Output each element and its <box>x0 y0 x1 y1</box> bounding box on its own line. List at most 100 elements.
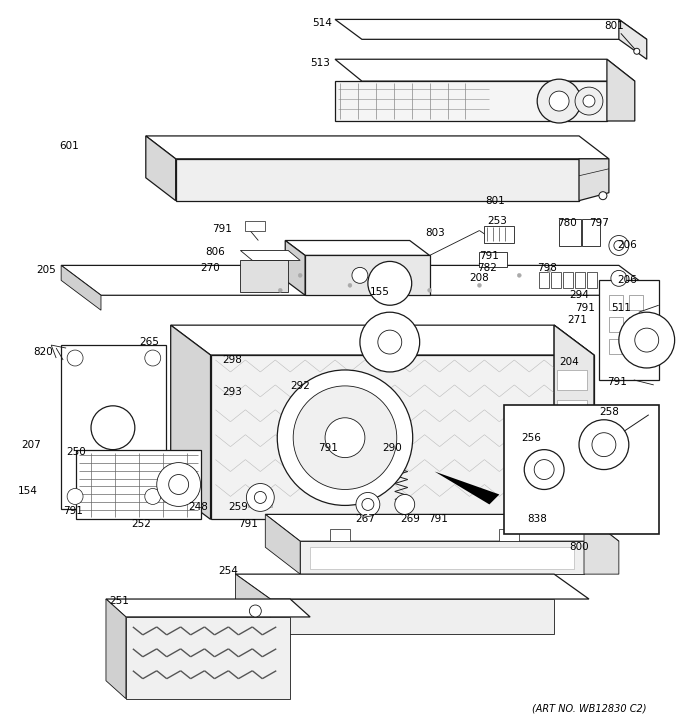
Text: 298: 298 <box>222 355 242 365</box>
Circle shape <box>599 191 607 199</box>
Text: 155: 155 <box>370 287 390 297</box>
Text: 208: 208 <box>469 273 489 283</box>
Text: 798: 798 <box>537 263 557 273</box>
Circle shape <box>477 283 481 287</box>
Polygon shape <box>235 574 270 634</box>
Bar <box>551 273 561 289</box>
Polygon shape <box>211 355 594 519</box>
Text: 267: 267 <box>355 514 375 524</box>
Text: 270: 270 <box>201 263 220 273</box>
Bar <box>575 273 585 289</box>
Circle shape <box>145 350 160 366</box>
Circle shape <box>91 406 135 450</box>
Polygon shape <box>126 617 290 699</box>
Polygon shape <box>607 59 635 121</box>
Circle shape <box>278 289 282 292</box>
Circle shape <box>549 91 569 111</box>
Bar <box>582 219 600 246</box>
Text: 803: 803 <box>425 228 445 238</box>
Polygon shape <box>335 20 647 39</box>
Circle shape <box>298 273 302 278</box>
Text: 207: 207 <box>22 439 41 450</box>
Text: 791: 791 <box>318 443 338 452</box>
Circle shape <box>537 79 581 123</box>
Polygon shape <box>584 514 619 574</box>
Circle shape <box>575 87 603 115</box>
Text: 253: 253 <box>488 215 507 225</box>
Circle shape <box>356 492 380 516</box>
Bar <box>563 273 573 289</box>
Circle shape <box>67 350 83 366</box>
Text: 205: 205 <box>37 265 56 276</box>
Circle shape <box>157 463 201 506</box>
Text: 801: 801 <box>486 196 505 206</box>
Circle shape <box>619 312 675 368</box>
Text: 259: 259 <box>228 502 248 513</box>
Circle shape <box>428 289 432 292</box>
Circle shape <box>246 484 274 511</box>
Text: 294: 294 <box>569 290 589 300</box>
Text: 206: 206 <box>617 241 636 250</box>
Text: 801: 801 <box>604 21 624 31</box>
Bar <box>245 220 265 231</box>
Polygon shape <box>554 325 594 519</box>
Bar <box>557 430 587 450</box>
Text: 782: 782 <box>477 263 497 273</box>
Polygon shape <box>175 159 579 201</box>
Circle shape <box>524 450 564 489</box>
Circle shape <box>614 241 624 250</box>
Text: (ART NO. WB12830 C2): (ART NO. WB12830 C2) <box>532 703 647 713</box>
Circle shape <box>611 270 627 286</box>
Polygon shape <box>310 547 574 569</box>
Text: 820: 820 <box>33 347 53 357</box>
Text: 513: 513 <box>310 58 330 68</box>
Text: 791: 791 <box>607 377 627 387</box>
Bar <box>248 489 272 508</box>
Circle shape <box>517 273 522 278</box>
Polygon shape <box>285 241 305 295</box>
Circle shape <box>277 370 413 505</box>
Text: 806: 806 <box>206 247 226 257</box>
Polygon shape <box>335 81 607 121</box>
Polygon shape <box>270 599 554 634</box>
Bar <box>609 317 623 332</box>
Circle shape <box>293 386 396 489</box>
Circle shape <box>169 475 188 494</box>
Bar <box>609 295 623 310</box>
Bar <box>557 400 587 420</box>
Polygon shape <box>171 325 594 355</box>
Bar <box>330 529 350 542</box>
Polygon shape <box>554 325 594 484</box>
Circle shape <box>145 489 160 505</box>
Bar <box>484 225 514 244</box>
Circle shape <box>250 605 261 617</box>
Text: 791: 791 <box>575 303 595 313</box>
Polygon shape <box>599 281 659 380</box>
Text: 780: 780 <box>557 218 577 228</box>
Text: 791: 791 <box>479 252 499 262</box>
Text: 791: 791 <box>63 506 83 516</box>
Circle shape <box>378 330 402 354</box>
Polygon shape <box>76 450 201 519</box>
Circle shape <box>325 418 365 457</box>
Circle shape <box>348 283 352 287</box>
Text: 204: 204 <box>559 357 579 367</box>
Text: 256: 256 <box>522 433 541 443</box>
Bar <box>557 370 587 390</box>
Polygon shape <box>579 159 609 201</box>
Bar <box>629 295 643 310</box>
Bar <box>505 405 659 534</box>
Text: 252: 252 <box>131 519 151 529</box>
Text: 791: 791 <box>239 519 258 529</box>
Bar <box>587 273 597 289</box>
Polygon shape <box>235 574 589 599</box>
Polygon shape <box>335 59 635 81</box>
Circle shape <box>254 492 267 503</box>
Polygon shape <box>285 241 430 255</box>
Text: 797: 797 <box>589 218 609 228</box>
Polygon shape <box>435 471 499 505</box>
Text: 292: 292 <box>290 381 310 391</box>
Circle shape <box>547 268 551 273</box>
Text: 258: 258 <box>599 407 619 417</box>
Text: 251: 251 <box>109 596 129 606</box>
